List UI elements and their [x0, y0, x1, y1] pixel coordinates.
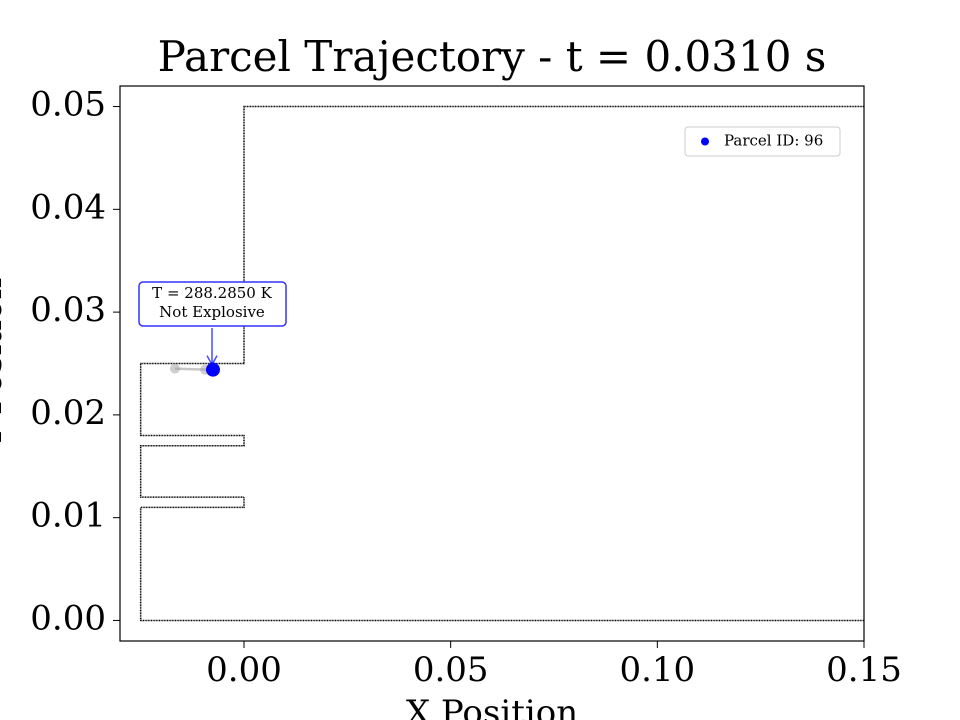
y-tick-label: 0.02 [30, 393, 106, 433]
axes-frame [119, 85, 865, 642]
x-tick-label: 0.00 [206, 650, 282, 690]
annotation-arrowhead [206, 355, 218, 367]
boundary-line [139, 105, 864, 622]
plot-area [139, 105, 864, 622]
y-axis-label: Y Position [0, 278, 10, 449]
y-tick-label: 0.00 [30, 598, 106, 638]
annotation-text: Not Explosive [159, 303, 265, 321]
legend-label: Parcel ID: 96 [724, 132, 823, 150]
annotation-text: T = 288.2850 K [152, 284, 272, 302]
y-tick-label: 0.05 [30, 85, 106, 125]
x-tick-label: 0.05 [413, 650, 489, 690]
x-tick-label: 0.10 [619, 650, 695, 690]
x-tick-label: 0.15 [826, 650, 902, 690]
annotation-box [138, 281, 287, 327]
y-tick-label: 0.01 [30, 496, 106, 536]
parcel-point [206, 362, 220, 377]
trail-point [169, 363, 180, 374]
legend-marker [701, 137, 709, 146]
y-tick-label: 0.03 [30, 290, 106, 330]
chart-title: Parcel Trajectory - t = 0.0310 s [158, 32, 827, 81]
legend-box [684, 126, 841, 157]
y-tick-label: 0.04 [30, 187, 106, 227]
x-axis-label: X Position [406, 693, 578, 720]
